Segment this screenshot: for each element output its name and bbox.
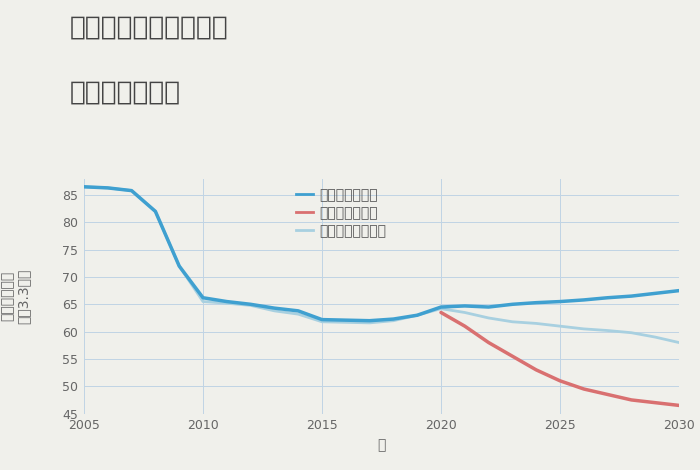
ノーマルシナリオ (413, 313, 421, 318)
グッドシナリオ (508, 301, 517, 307)
グッドシナリオ (556, 299, 564, 305)
バッドシナリオ (603, 392, 612, 397)
ノーマルシナリオ (389, 318, 398, 323)
バッドシナリオ (508, 353, 517, 359)
ノーマルシナリオ (461, 310, 469, 315)
グッドシナリオ (294, 308, 302, 313)
グッドシナリオ (675, 288, 683, 293)
バッドシナリオ (556, 378, 564, 384)
グッドシナリオ (246, 301, 255, 307)
ノーマルシナリオ (675, 340, 683, 345)
ノーマルシナリオ (603, 328, 612, 333)
ノーマルシナリオ (580, 326, 588, 332)
ノーマルシナリオ (627, 330, 636, 336)
グッドシナリオ (651, 290, 659, 296)
ノーマルシナリオ (246, 303, 255, 308)
グッドシナリオ (104, 185, 112, 191)
ノーマルシナリオ (342, 320, 350, 325)
Legend: グッドシナリオ, バッドシナリオ, ノーマルシナリオ: グッドシナリオ, バッドシナリオ, ノーマルシナリオ (296, 188, 386, 238)
ノーマルシナリオ (270, 308, 279, 313)
グッドシナリオ (80, 184, 88, 189)
グッドシナリオ (365, 318, 374, 323)
ノーマルシナリオ (365, 320, 374, 326)
グッドシナリオ (342, 317, 350, 323)
グッドシナリオ (413, 313, 421, 318)
ノーマルシナリオ (318, 319, 326, 325)
ノーマルシナリオ (437, 306, 445, 312)
グッドシナリオ (627, 293, 636, 299)
グッドシナリオ (461, 303, 469, 309)
グッドシナリオ (318, 317, 326, 322)
グッドシナリオ (389, 316, 398, 322)
バッドシナリオ (580, 386, 588, 392)
グッドシナリオ (437, 304, 445, 310)
グッドシナリオ (270, 306, 279, 311)
ノーマルシナリオ (651, 334, 659, 340)
ノーマルシナリオ (80, 184, 88, 189)
ノーマルシナリオ (199, 299, 207, 305)
グッドシナリオ (223, 299, 231, 305)
グッドシナリオ (151, 209, 160, 214)
Line: バッドシナリオ: バッドシナリオ (441, 313, 679, 406)
ノーマルシナリオ (508, 319, 517, 325)
ノーマルシナリオ (294, 311, 302, 317)
ノーマルシナリオ (532, 321, 540, 326)
グッドシナリオ (199, 295, 207, 300)
グッドシナリオ (175, 263, 183, 269)
バッドシナリオ (532, 367, 540, 373)
グッドシナリオ (484, 304, 493, 310)
ノーマルシナリオ (151, 209, 160, 214)
バッドシナリオ (651, 400, 659, 406)
バッドシナリオ (675, 403, 683, 408)
バッドシナリオ (484, 340, 493, 345)
グッドシナリオ (603, 295, 612, 300)
グッドシナリオ (580, 297, 588, 303)
Line: グッドシナリオ: グッドシナリオ (84, 187, 679, 321)
Line: ノーマルシナリオ: ノーマルシナリオ (84, 187, 679, 343)
ノーマルシナリオ (556, 323, 564, 329)
ノーマルシナリオ (127, 188, 136, 194)
X-axis label: 年: 年 (377, 438, 386, 452)
Text: 奈良県奈良市菅野台の: 奈良県奈良市菅野台の (70, 14, 229, 40)
ノーマルシナリオ (104, 185, 112, 191)
Text: 土地の価格推移: 土地の価格推移 (70, 80, 181, 106)
ノーマルシナリオ (223, 300, 231, 306)
バッドシナリオ (627, 397, 636, 403)
Y-axis label: 単価（万円）
坪（3.3㎡）: 単価（万円） 坪（3.3㎡） (0, 268, 31, 324)
バッドシナリオ (461, 323, 469, 329)
ノーマルシナリオ (484, 315, 493, 321)
グッドシナリオ (532, 300, 540, 306)
グッドシナリオ (127, 188, 136, 194)
バッドシナリオ (437, 310, 445, 315)
ノーマルシナリオ (175, 263, 183, 269)
